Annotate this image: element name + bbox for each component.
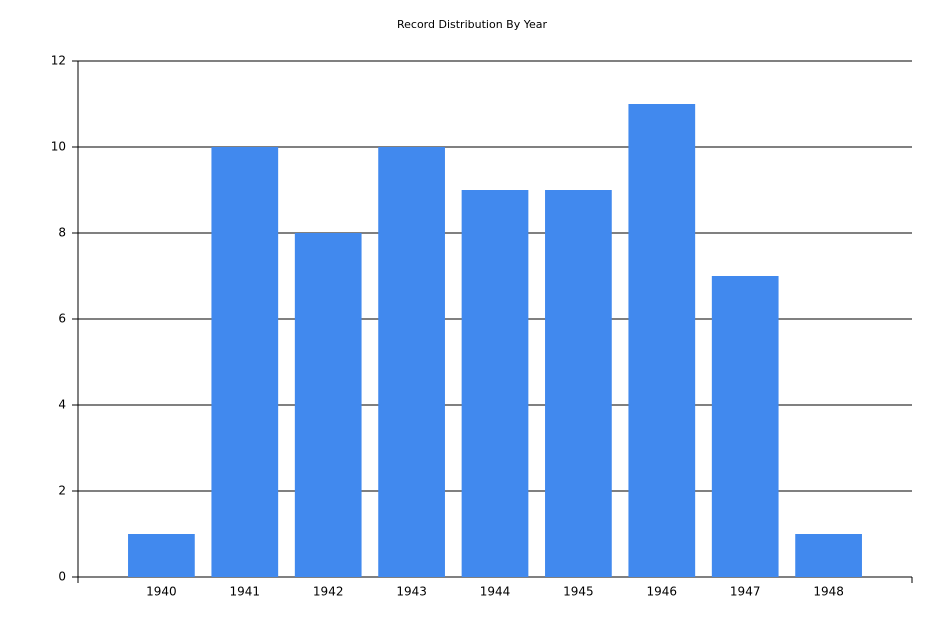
chart-title: Record Distribution By Year <box>397 18 547 31</box>
y-tick-label: 4 <box>58 398 66 412</box>
bar <box>378 147 445 577</box>
x-tick-label: 1948 <box>813 585 844 599</box>
y-tick-label: 12 <box>51 54 66 68</box>
bar <box>545 190 612 577</box>
x-tick-label: 1944 <box>480 585 511 599</box>
bar <box>461 190 529 577</box>
x-tick-label: 1947 <box>730 585 761 599</box>
x-tick-label: 1945 <box>563 585 594 599</box>
x-tick-label: 1946 <box>647 585 678 599</box>
y-tick-label: 10 <box>51 140 66 154</box>
bar <box>628 104 696 577</box>
y-tick-label: 0 <box>58 570 66 584</box>
x-tick-label: 1942 <box>313 585 344 599</box>
x-tick-label: 1940 <box>146 585 177 599</box>
bar <box>128 534 195 577</box>
bar <box>711 276 779 577</box>
y-tick-label: 2 <box>58 484 66 498</box>
bar <box>211 147 279 577</box>
x-tick-label: 1943 <box>396 585 427 599</box>
y-tick-label: 6 <box>58 312 66 326</box>
bar <box>294 233 362 577</box>
y-tick-label: 8 <box>58 226 66 240</box>
x-tick-label: 1941 <box>230 585 261 599</box>
bar <box>795 534 862 577</box>
